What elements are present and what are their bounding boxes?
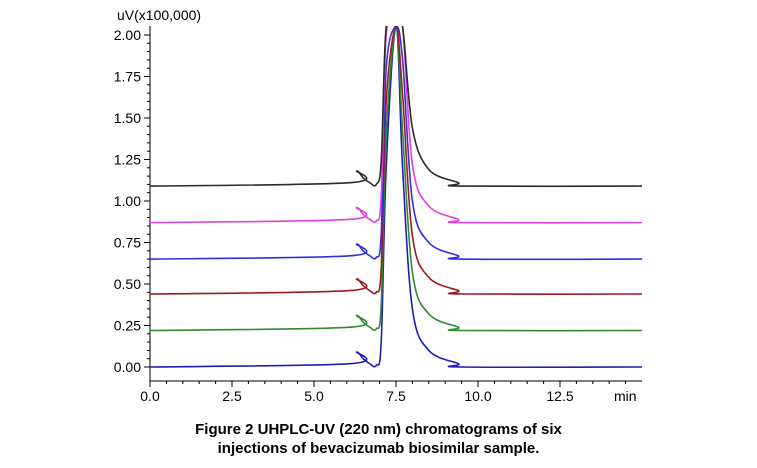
x-tick-label: 5.0 bbox=[304, 388, 324, 404]
y-tick-label: 1.25 bbox=[114, 152, 141, 168]
figure-caption: Figure 2 UHPLC-UV (220 nm) chromatograms… bbox=[0, 420, 757, 458]
caption-line-1: Figure 2 UHPLC-UV (220 nm) chromatograms… bbox=[195, 421, 562, 438]
chromatogram-trace-4 bbox=[150, 26, 642, 261]
y-tick-label: 1.50 bbox=[114, 110, 141, 126]
x-tick-label: 12.5 bbox=[546, 388, 573, 404]
x-tick-label: 10.0 bbox=[464, 388, 491, 404]
y-tick-label: 0.00 bbox=[114, 359, 141, 375]
x-axis-unit: min bbox=[614, 388, 637, 404]
chromatogram-trace-1 bbox=[150, 26, 642, 369]
y-tick-label: 0.25 bbox=[114, 318, 141, 334]
y-tick-label: 0.50 bbox=[114, 276, 141, 292]
y-axis-label: uV(x100,000) bbox=[117, 7, 201, 23]
chromatogram-trace-5 bbox=[150, 26, 642, 224]
y-tick-label: 0.75 bbox=[114, 235, 141, 251]
chromatogram-trace-6 bbox=[150, 26, 642, 188]
y-tick-label: 2.00 bbox=[114, 27, 141, 43]
chromatogram-chart: 0.00 0.25 0.50 0.75 1.00 1.25 1.50 1.75 2.00 0.0 2… bbox=[114, 7, 642, 404]
y-tick-label: 1.00 bbox=[114, 193, 141, 209]
x-tick-label: 2.5 bbox=[222, 388, 242, 404]
chromatogram-trace-3 bbox=[150, 26, 642, 296]
y-tick-label: 1.75 bbox=[114, 69, 141, 85]
x-tick-label: 0.0 bbox=[140, 388, 160, 404]
chromatogram-trace-2 bbox=[150, 26, 642, 332]
caption-line-2: injections of bevacizumab biosimilar sam… bbox=[217, 440, 540, 457]
x-tick-label: 7.5 bbox=[386, 388, 406, 404]
